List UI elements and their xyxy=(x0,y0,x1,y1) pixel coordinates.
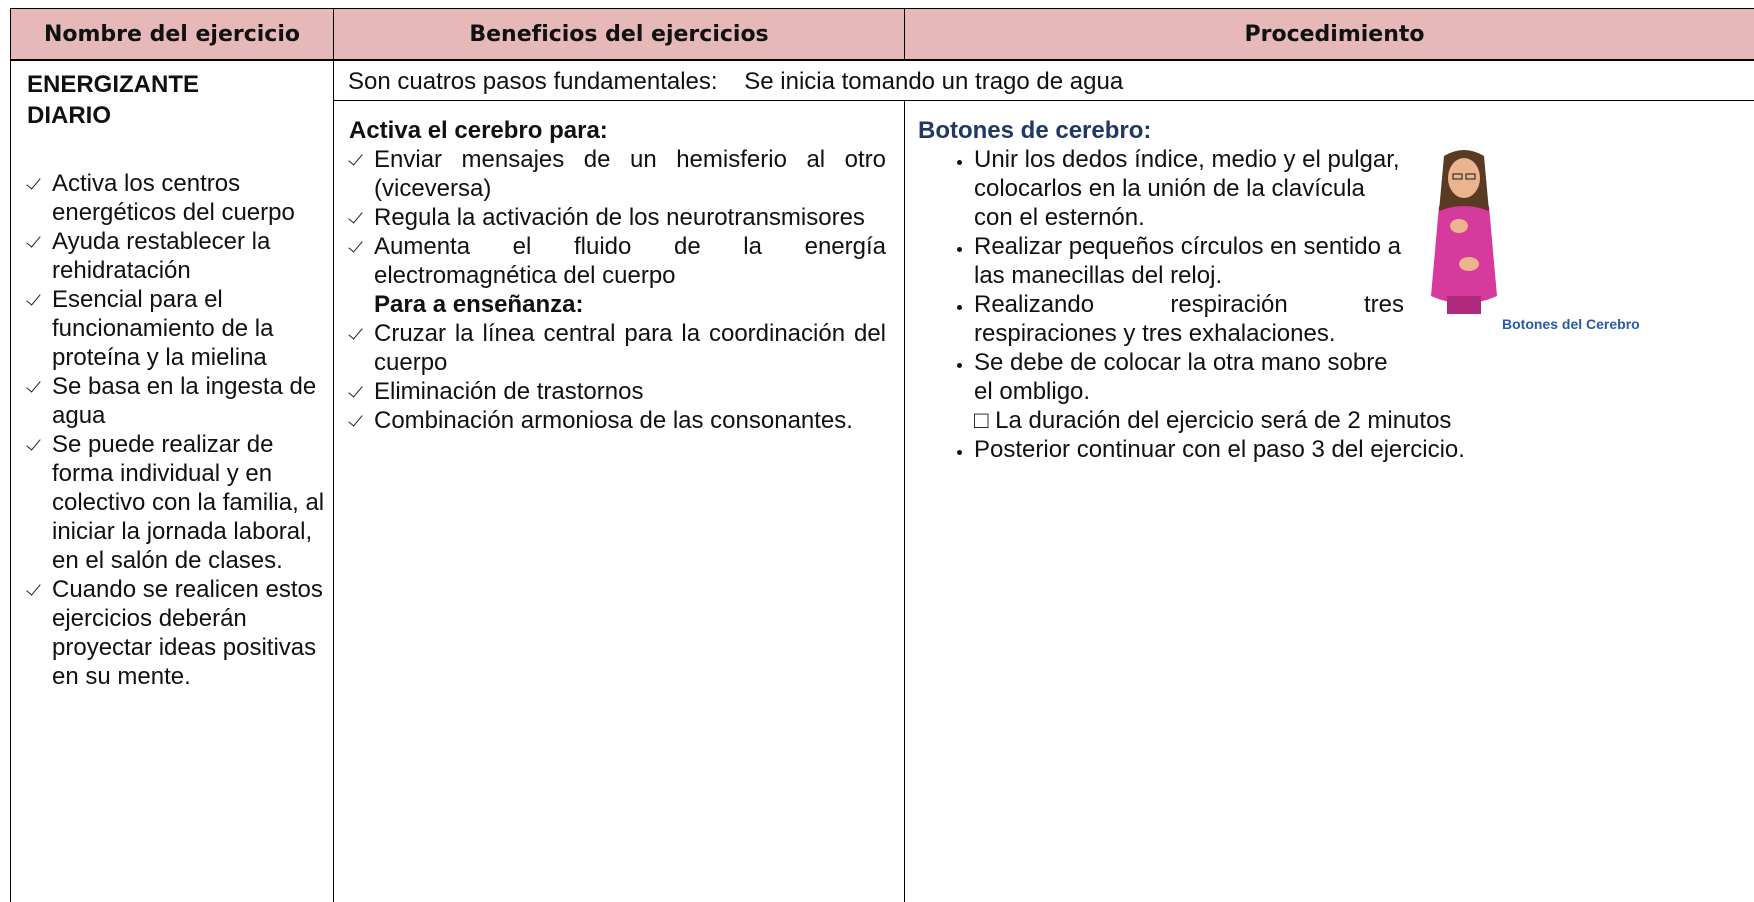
benefit-item: Aumenta el fluido de la energía electrom… xyxy=(349,232,886,290)
procedure-step: Realizar pequeños círculos en sentido a … xyxy=(974,232,1754,290)
procedure-final: Posterior continuar con el paso 3 del ej… xyxy=(918,435,1754,464)
name-cell: ENERGIZANTE DIARIO Activa los centros en… xyxy=(10,60,333,902)
feature-item: Esencial para el funcionamiento de la pr… xyxy=(27,285,327,372)
benefit-item: Combinación armoniosa de las consonantes… xyxy=(349,406,886,435)
procedure-step: Realizando respiración tres respiracione… xyxy=(974,290,1754,348)
benefits-list: Enviar mensajes de un hemisferio al otro… xyxy=(349,145,886,290)
girl-image xyxy=(1431,150,1497,314)
procedure-cell: Botones del Cerebro Botones de cerebro: … xyxy=(904,100,1754,902)
header-cell: Procedimiento xyxy=(904,8,1754,60)
benefit-item: Cruzar la línea central para la coordina… xyxy=(349,319,886,377)
feature-item: Se basa en la ingesta de agua xyxy=(27,372,327,430)
feature-list: Activa los centros energéticos del cuerp… xyxy=(27,169,327,691)
procedure-step: Se debe de colocar la otra mano sobre el… xyxy=(974,348,1754,406)
benefits-heading: Para a enseñanza: xyxy=(374,291,584,318)
procedure-step: Posterior continuar con el paso 3 del ej… xyxy=(974,435,1754,464)
procedure-step: Unir los dedos índice, medio y el pulgar… xyxy=(974,145,1754,232)
header-text: Procedimiento xyxy=(1244,21,1425,47)
image-caption: Botones del Cerebro xyxy=(1502,316,1640,332)
exercise-name: ENERGIZANTE DIARIO xyxy=(27,71,200,129)
intro-text: Son cuatros pasos fundamentales: Se inic… xyxy=(348,68,1124,95)
benefit-item: Enviar mensajes de un hemisferio al otro… xyxy=(349,145,886,203)
benefits-cell: Activa el cerebro para: Enviar mensajes … xyxy=(333,100,904,902)
header-cell: Beneficios del ejercicios xyxy=(333,8,904,60)
feature-item: Cuando se realicen estos ejercicios debe… xyxy=(27,575,327,691)
intro-cell: Son cuatros pasos fundamentales: Se inic… xyxy=(333,60,1754,100)
illustration: Botones del Cerebro xyxy=(1404,116,1754,356)
procedure-note: □ La duración del ejercicio será de 2 mi… xyxy=(974,407,1452,434)
feature-item: Activa los centros energéticos del cuerp… xyxy=(27,169,327,227)
procedure-heading: Botones de cerebro: xyxy=(918,117,1152,144)
benefits-heading: Activa el cerebro para: xyxy=(349,117,608,144)
benefits-list: Cruzar la línea central para la coordina… xyxy=(349,319,886,435)
benefit-item: Regula la activación de los neurotransmi… xyxy=(349,203,886,232)
procedure-steps: Unir los dedos índice, medio y el pulgar… xyxy=(918,145,1754,406)
header-text: Nombre del ejercicio xyxy=(43,21,300,47)
feature-item: Ayuda restablecer la rehidratación xyxy=(27,227,327,285)
benefit-item: Eliminación de trastornos xyxy=(349,377,886,406)
feature-item: Se puede realizar de forma individual y … xyxy=(27,430,327,575)
header-cell: Nombre del ejercicio xyxy=(10,8,333,60)
header-text: Beneficios del ejercicios xyxy=(469,21,769,47)
